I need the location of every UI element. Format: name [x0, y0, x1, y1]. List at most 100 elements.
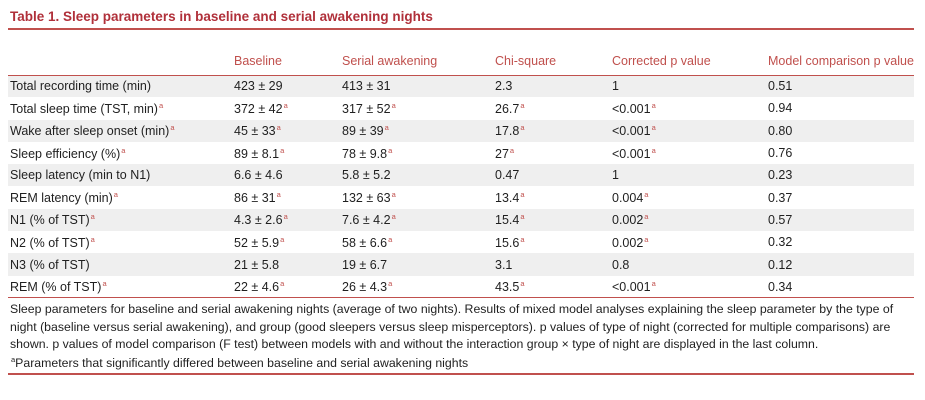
cell-chi-square-value: 27 [495, 146, 509, 161]
cell-baseline: 4.3 ± 2.6a [232, 209, 340, 231]
significance-marker: a [651, 100, 656, 110]
footnote-a-text: Parameters that significantly differed b… [15, 355, 469, 370]
cell-baseline: 89 ± 8.1a [232, 142, 340, 164]
cell-serial-awakening-value: 78 ± 9.8 [342, 146, 388, 161]
table-row: N3 (% of TST) 21 ± 5.8 19 ± 6.7 3.1 0.8 0.12 [8, 253, 914, 276]
table-row: Wake after sleep onset (min)a 45 ± 33a 89 … [8, 119, 914, 142]
cell-corrected-p: <0.001a [610, 97, 766, 119]
header-model-comparison: Model comparison p value [768, 53, 914, 68]
significance-marker: a [651, 145, 656, 155]
cell-corrected-p-value: 0.002 [612, 235, 644, 250]
cell-serial-awakening: 132 ± 63a [340, 186, 493, 208]
cell-serial-awakening-value: 5.8 ± 5.2 [342, 168, 391, 183]
cell-corrected-p-value: <0.001 [612, 146, 651, 161]
cell-model-comparison-value: 0.37 [768, 190, 793, 205]
cell-chi-square: 15.6a [493, 231, 610, 253]
significance-marker: a [644, 234, 649, 244]
cell-chi-square-value: 2.3 [495, 79, 513, 94]
cell-corrected-p: <0.001a [610, 276, 766, 298]
significance-marker: a [520, 123, 525, 133]
footnote-marker: a [11, 354, 16, 364]
cell-parameter: REM latency (min)a [8, 186, 232, 208]
cell-model-comparison-value: 0.57 [768, 212, 793, 227]
cell-baseline-value: 423 ± 29 [234, 79, 283, 94]
title-bar: Table 1. Sleep parameters in baseline an… [8, 4, 914, 30]
cell-corrected-p-value: 1 [612, 168, 619, 183]
table-row: Total sleep time (TST, min)a 372 ± 42a 317… [8, 97, 914, 119]
cell-model-comparison: 0.51 [766, 75, 914, 97]
significance-marker: a [121, 145, 126, 155]
cell-serial-awakening: 5.8 ± 5.2 [340, 164, 493, 186]
cell-model-comparison-value: 0.51 [768, 79, 793, 94]
cell-corrected-p: <0.001a [610, 142, 766, 164]
cell-baseline: 86 ± 31a [232, 186, 340, 208]
cell-parameter: REM (% of TST)a [8, 276, 232, 298]
cell-corrected-p-value: 0.004 [612, 191, 644, 206]
significance-marker: a [520, 212, 525, 222]
significance-marker: a [280, 279, 285, 289]
significance-marker: a [276, 190, 281, 200]
cell-corrected-p: 0.8 [610, 253, 766, 275]
significance-marker: a [391, 212, 396, 222]
significance-marker: a [280, 234, 285, 244]
cell-parameter: Sleep latency (min to N1) [8, 164, 232, 186]
cell-corrected-p: 0.002a [610, 209, 766, 231]
cell-baseline: 372 ± 42a [232, 97, 340, 119]
cell-parameter-value: N1 (% of TST) [10, 213, 90, 228]
cell-corrected-p: <0.001a [610, 120, 766, 142]
cell-corrected-p-value: 0.8 [612, 257, 630, 272]
significance-marker: a [520, 190, 525, 200]
cell-model-comparison-value: 0.94 [768, 101, 793, 116]
cell-chi-square: 17.8a [493, 120, 610, 142]
cell-chi-square: 3.1 [493, 253, 610, 275]
significance-marker: a [520, 234, 525, 244]
cell-serial-awakening-value: 132 ± 63 [342, 191, 391, 206]
significance-marker: a [651, 123, 656, 133]
cell-baseline: 21 ± 5.8 [232, 253, 340, 275]
cell-model-comparison-value: 0.23 [768, 168, 793, 183]
cell-chi-square: 43.5a [493, 276, 610, 298]
significance-marker: a [388, 145, 393, 155]
cell-chi-square-value: 15.6 [495, 235, 520, 250]
cell-baseline-value: 52 ± 5.9 [234, 235, 280, 250]
cell-serial-awakening: 78 ± 9.8a [340, 142, 493, 164]
table-title: Table 1. Sleep parameters in baseline an… [10, 8, 433, 24]
cell-model-comparison: 0.32 [766, 231, 914, 253]
cell-parameter: N3 (% of TST) [8, 253, 232, 275]
cell-parameter: N1 (% of TST)a [8, 209, 232, 231]
significance-marker: a [90, 234, 95, 244]
cell-chi-square: 27a [493, 142, 610, 164]
significance-marker: a [90, 212, 95, 222]
header-serial-awakening: Serial awakening [342, 53, 438, 68]
cell-model-comparison-value: 0.32 [768, 235, 793, 250]
significance-marker: a [509, 145, 515, 155]
cell-chi-square-value: 0.47 [495, 168, 520, 183]
cell-model-comparison: 0.57 [766, 209, 914, 231]
cell-parameter: Wake after sleep onset (min)a [8, 120, 232, 142]
table-row: Total recording time (min) 423 ± 29 413 ± … [8, 75, 914, 98]
cell-chi-square: 0.47 [493, 164, 610, 186]
cell-serial-awakening: 58 ± 6.6a [340, 231, 493, 253]
significance-marker: a [158, 100, 164, 110]
cell-corrected-p: 1 [610, 164, 766, 186]
significance-marker: a [391, 100, 396, 110]
header-baseline: Baseline [234, 53, 282, 68]
header-parameter [8, 30, 232, 75]
cell-parameter-value: REM latency (min) [10, 191, 113, 206]
cell-parameter-value: Sleep efficiency (%) [10, 146, 121, 161]
table-row: Sleep latency (min to N1) 6.6 ± 4.6 5.8 ± … [8, 164, 914, 187]
cell-baseline-value: 372 ± 42 [234, 101, 283, 116]
cell-chi-square-value: 13.4 [495, 191, 520, 206]
significance-marker: a [384, 123, 389, 133]
cell-serial-awakening: 19 ± 6.7 [340, 253, 493, 275]
cell-chi-square-value: 43.5 [495, 280, 520, 295]
cell-parameter-value: N2 (% of TST) [10, 235, 90, 250]
table-row: N1 (% of TST)a 4.3 ± 2.6a 7.6 ± 4.2a 15.4a 0… [8, 208, 914, 232]
cell-model-comparison: 0.23 [766, 164, 914, 186]
table-row: Sleep efficiency (%)a 89 ± 8.1a 78 ± 9.8a 2… [8, 142, 914, 164]
significance-marker: a [276, 123, 281, 133]
significance-marker: a [388, 279, 393, 289]
significance-marker: a [170, 123, 175, 133]
table-row: N2 (% of TST)a 52 ± 5.9a 58 ± 6.6a 15.6a 0.0… [8, 231, 914, 253]
cell-baseline-value: 45 ± 33 [234, 124, 276, 139]
